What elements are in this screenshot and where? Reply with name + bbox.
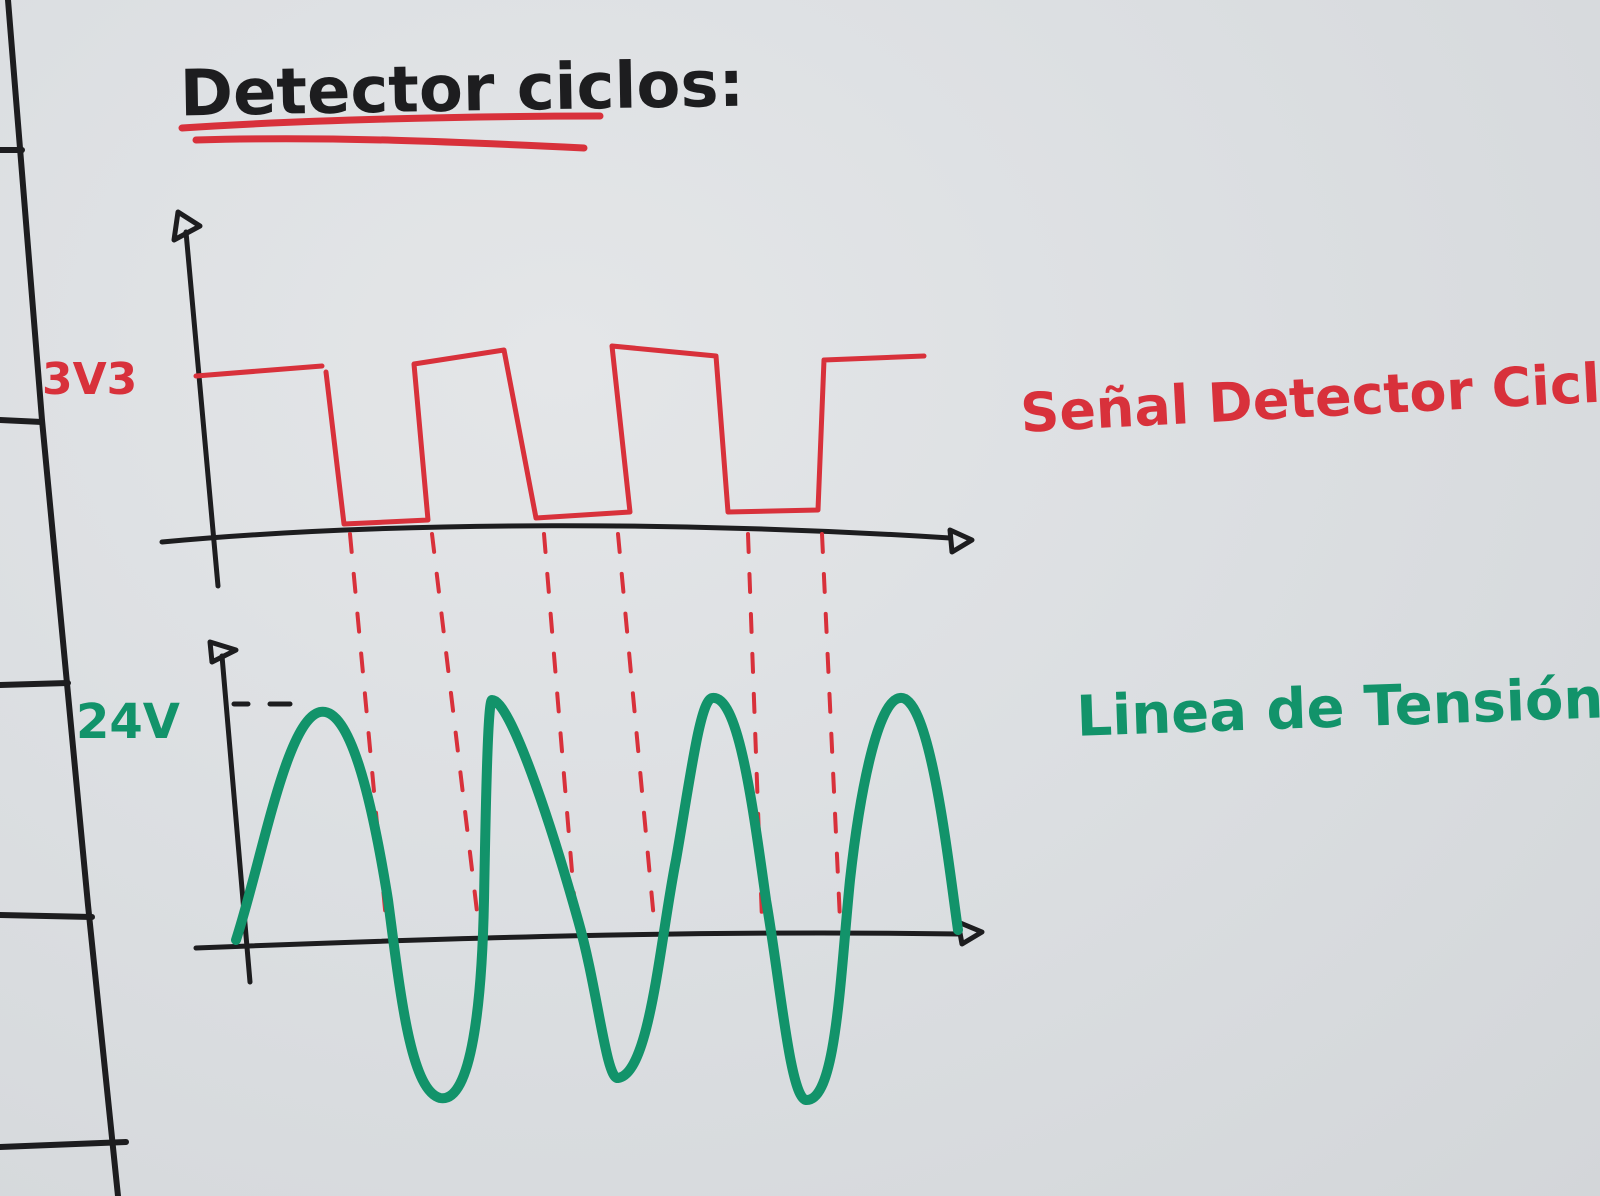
- top-x-arrow: [947, 527, 975, 555]
- grid-line-4: [0, 912, 95, 920]
- bottom-level-label: 24V: [76, 694, 180, 750]
- top-level-label: 3V3: [42, 354, 137, 405]
- line-voltage-sine-wave: [231, 693, 963, 1105]
- top-y-arrow: [171, 209, 203, 243]
- top-signal-label: Señal Detector Ciclos: [1019, 348, 1600, 445]
- alignment-lines: [348, 532, 842, 922]
- bottom-y-arrow: [207, 639, 239, 665]
- alignment-line-2: [430, 532, 480, 922]
- grid-line-5: [0, 1139, 129, 1150]
- top-axes: [159, 209, 975, 589]
- board-grid: [0, 0, 129, 1196]
- grid-line-3: [0, 680, 71, 688]
- top-y-axis: [183, 229, 221, 589]
- bottom-y-axis: [219, 653, 253, 985]
- alignment-line-4: [616, 532, 656, 922]
- title-underline: [178, 112, 604, 152]
- grid-line-2: [0, 417, 45, 425]
- bottom-signal-label: Linea de Tensión: [1075, 666, 1600, 749]
- grid-vertical-line: [5, 0, 121, 1196]
- alignment-line-6: [820, 532, 842, 922]
- detector-square-wave: [193, 343, 927, 527]
- top-x-axis: [159, 523, 953, 545]
- alignment-line-3: [542, 532, 578, 922]
